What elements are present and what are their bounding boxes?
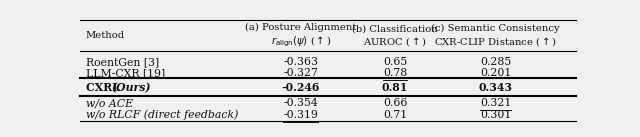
Text: 0.66: 0.66 bbox=[383, 99, 407, 109]
Text: -0.319: -0.319 bbox=[284, 110, 318, 120]
Text: (Ours): (Ours) bbox=[112, 82, 151, 93]
Text: (a) Posture Alignment
$r_{\mathrm{align}}(\psi)$ ($\uparrow$): (a) Posture Alignment $r_{\mathrm{align}… bbox=[245, 23, 356, 49]
Text: 0.78: 0.78 bbox=[383, 68, 407, 78]
Text: 0.201: 0.201 bbox=[480, 68, 511, 78]
Text: -0.327: -0.327 bbox=[284, 68, 318, 78]
Text: RoentGen [3]: RoentGen [3] bbox=[86, 57, 159, 67]
Text: -0.354: -0.354 bbox=[284, 99, 318, 109]
Text: 0.321: 0.321 bbox=[480, 99, 511, 109]
Text: w/o ACE: w/o ACE bbox=[86, 99, 133, 109]
Text: LLM-CXR [19]: LLM-CXR [19] bbox=[86, 68, 165, 78]
Text: Method: Method bbox=[86, 32, 125, 40]
Text: 0.65: 0.65 bbox=[383, 57, 407, 67]
Text: (c) Semantic Consistency
CXR-CLIP Distance ($\uparrow$): (c) Semantic Consistency CXR-CLIP Distan… bbox=[431, 24, 560, 48]
Text: -0.363: -0.363 bbox=[284, 57, 318, 67]
Text: 0.301: 0.301 bbox=[480, 110, 511, 120]
Text: CXRL: CXRL bbox=[86, 82, 122, 93]
Text: 0.81: 0.81 bbox=[382, 82, 408, 93]
Text: (b) Classification
AUROC ($\uparrow$): (b) Classification AUROC ($\uparrow$) bbox=[352, 24, 438, 48]
Text: 0.285: 0.285 bbox=[480, 57, 511, 67]
Text: w/o RLCF (direct feedback): w/o RLCF (direct feedback) bbox=[86, 110, 238, 120]
Text: 0.343: 0.343 bbox=[479, 82, 513, 93]
Text: 0.71: 0.71 bbox=[383, 110, 407, 120]
Text: -0.246: -0.246 bbox=[282, 82, 320, 93]
